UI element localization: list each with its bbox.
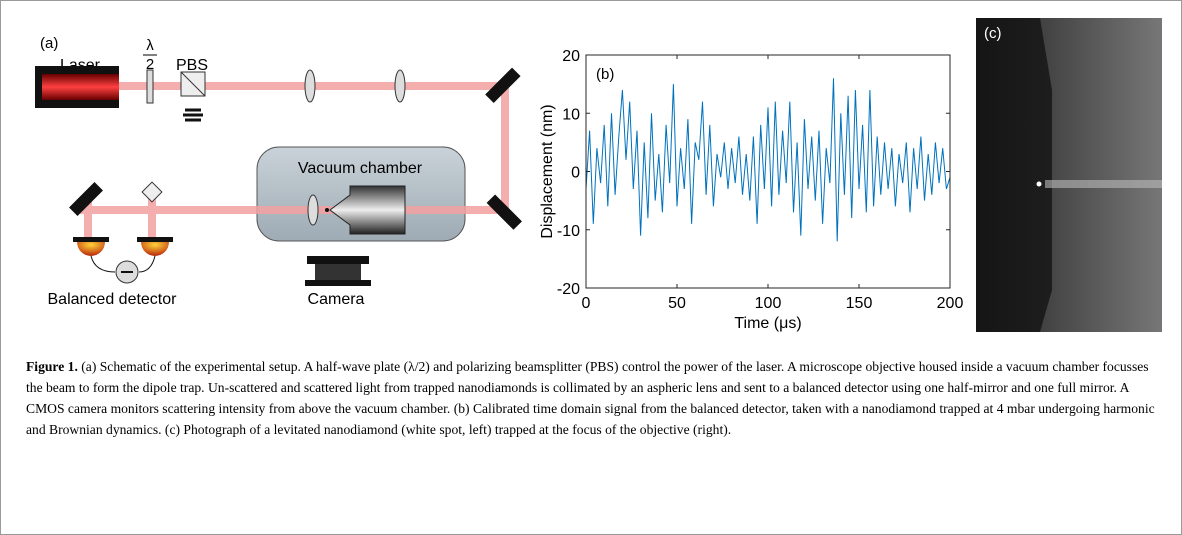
particle bbox=[325, 208, 329, 212]
detector-mount bbox=[73, 237, 109, 242]
figure: (a) Laser λ 2 PBS Vacuum chamber Balance… bbox=[35, 18, 1162, 332]
x-axis-label: Time (μs) bbox=[734, 315, 801, 332]
waveplate-denominator: 2 bbox=[146, 56, 154, 73]
waveplate-numerator: λ bbox=[146, 37, 154, 54]
camera-body bbox=[305, 280, 371, 286]
x-tick-label: 200 bbox=[937, 295, 964, 312]
camera-label: Camera bbox=[308, 291, 365, 308]
half-mirror bbox=[141, 181, 163, 203]
beam-dump bbox=[183, 108, 203, 122]
x-tick-label: 100 bbox=[755, 295, 782, 312]
laser-beam bbox=[42, 74, 119, 100]
caption-text: (a) Schematic of the experimental setup.… bbox=[26, 359, 1155, 437]
panel-label: (c) bbox=[984, 25, 1002, 42]
panel-label: (b) bbox=[596, 66, 614, 83]
aspheric-lens bbox=[307, 194, 319, 226]
objective-glow bbox=[1040, 18, 1162, 332]
lens bbox=[394, 69, 406, 103]
mirror bbox=[486, 194, 522, 230]
y-tick-label: 20 bbox=[562, 48, 580, 65]
y-axis-label: Displacement (nm) bbox=[539, 104, 556, 238]
detector-label: Balanced detector bbox=[48, 291, 178, 308]
objective bbox=[329, 185, 406, 235]
nanodiamond-spot bbox=[1036, 181, 1042, 187]
signal-line bbox=[585, 78, 951, 242]
detector bbox=[141, 242, 169, 256]
chamber-label: Vacuum chamber bbox=[298, 160, 423, 177]
y-tick-label: -10 bbox=[557, 223, 580, 240]
x-tick-label: 50 bbox=[668, 295, 686, 312]
detector-mount bbox=[137, 237, 173, 242]
y-tick-label: 10 bbox=[562, 106, 580, 123]
camera-body bbox=[315, 264, 361, 280]
waveplate bbox=[146, 69, 154, 104]
x-tick-label: 150 bbox=[846, 295, 873, 312]
mirror bbox=[485, 67, 521, 103]
pbs-label: PBS bbox=[176, 57, 208, 74]
y-tick-label: -20 bbox=[557, 281, 580, 298]
camera-body bbox=[307, 256, 369, 264]
wire bbox=[90, 255, 156, 273]
panel-label: (a) bbox=[40, 35, 58, 52]
mirror bbox=[69, 182, 103, 216]
pbs-diagonal bbox=[180, 71, 206, 97]
caption-label: Figure 1. bbox=[26, 359, 78, 374]
plot-box bbox=[585, 54, 951, 289]
detector bbox=[77, 242, 105, 256]
y-tick-label: 0 bbox=[571, 165, 580, 182]
lens bbox=[304, 69, 316, 103]
x-tick-label: 0 bbox=[582, 295, 591, 312]
scatter-glow bbox=[1045, 180, 1162, 188]
caption: Figure 1. (a) Schematic of the experimen… bbox=[26, 356, 1161, 440]
